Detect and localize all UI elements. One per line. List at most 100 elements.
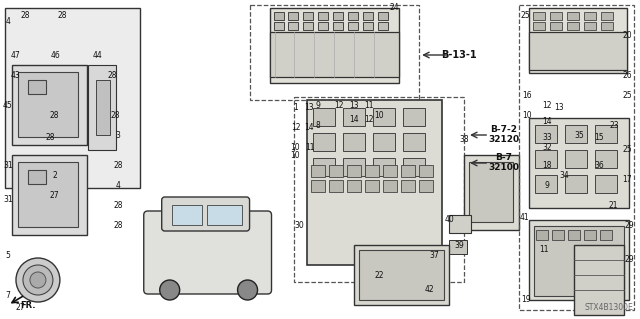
Text: 19: 19 <box>521 295 531 305</box>
FancyBboxPatch shape <box>96 80 110 135</box>
FancyBboxPatch shape <box>401 180 415 192</box>
FancyBboxPatch shape <box>373 108 396 126</box>
Text: 28: 28 <box>45 133 54 143</box>
FancyBboxPatch shape <box>312 180 325 192</box>
FancyBboxPatch shape <box>348 12 358 20</box>
Text: 31: 31 <box>3 160 13 169</box>
FancyBboxPatch shape <box>529 8 627 73</box>
Text: 28: 28 <box>20 11 29 19</box>
Text: 25: 25 <box>520 11 530 19</box>
FancyBboxPatch shape <box>584 12 596 20</box>
Text: 21: 21 <box>608 201 618 210</box>
Text: 13: 13 <box>554 103 564 113</box>
FancyBboxPatch shape <box>344 133 365 151</box>
FancyBboxPatch shape <box>5 8 140 188</box>
Text: 10: 10 <box>291 151 300 160</box>
FancyBboxPatch shape <box>600 230 612 240</box>
Text: 29: 29 <box>624 256 634 264</box>
FancyBboxPatch shape <box>273 22 284 30</box>
FancyBboxPatch shape <box>419 180 433 192</box>
FancyBboxPatch shape <box>378 12 388 20</box>
FancyBboxPatch shape <box>464 155 519 230</box>
Circle shape <box>16 258 60 302</box>
FancyBboxPatch shape <box>565 125 587 143</box>
FancyBboxPatch shape <box>601 22 613 30</box>
Text: 14: 14 <box>305 122 314 131</box>
Text: 8: 8 <box>315 121 320 130</box>
FancyBboxPatch shape <box>18 72 78 137</box>
Text: 10: 10 <box>374 110 384 120</box>
FancyBboxPatch shape <box>333 12 344 20</box>
Text: 42: 42 <box>424 286 434 294</box>
FancyBboxPatch shape <box>28 80 46 94</box>
FancyBboxPatch shape <box>364 22 373 30</box>
FancyBboxPatch shape <box>365 165 380 177</box>
FancyBboxPatch shape <box>535 175 557 193</box>
Text: 23: 23 <box>609 121 619 130</box>
Text: 28: 28 <box>49 110 59 120</box>
FancyBboxPatch shape <box>269 8 399 83</box>
FancyBboxPatch shape <box>469 162 513 222</box>
Text: 37: 37 <box>429 250 439 259</box>
Text: 25: 25 <box>622 91 632 100</box>
FancyBboxPatch shape <box>314 158 335 176</box>
FancyBboxPatch shape <box>162 197 250 231</box>
FancyBboxPatch shape <box>303 22 314 30</box>
FancyBboxPatch shape <box>269 32 399 77</box>
FancyBboxPatch shape <box>403 158 425 176</box>
Text: 35: 35 <box>574 130 584 139</box>
Text: 32120: 32120 <box>488 136 520 145</box>
Text: 28: 28 <box>113 201 122 210</box>
FancyBboxPatch shape <box>567 22 579 30</box>
Text: 27: 27 <box>15 302 25 311</box>
FancyBboxPatch shape <box>383 180 397 192</box>
Text: B-7-2: B-7-2 <box>491 125 518 135</box>
FancyBboxPatch shape <box>289 12 298 20</box>
FancyBboxPatch shape <box>303 12 314 20</box>
Text: 28: 28 <box>57 11 67 19</box>
FancyBboxPatch shape <box>348 165 362 177</box>
FancyBboxPatch shape <box>565 175 587 193</box>
FancyBboxPatch shape <box>595 175 617 193</box>
FancyBboxPatch shape <box>330 180 344 192</box>
Text: 11: 11 <box>365 100 374 109</box>
FancyBboxPatch shape <box>568 230 580 240</box>
FancyBboxPatch shape <box>383 165 397 177</box>
Text: 15: 15 <box>594 133 604 143</box>
Text: 5: 5 <box>6 250 10 259</box>
FancyBboxPatch shape <box>18 162 78 227</box>
Text: 20: 20 <box>622 31 632 40</box>
Text: 17: 17 <box>622 175 632 184</box>
FancyBboxPatch shape <box>529 32 627 70</box>
Text: 32: 32 <box>542 144 552 152</box>
FancyBboxPatch shape <box>307 100 442 265</box>
Text: B-13-1: B-13-1 <box>442 50 477 60</box>
Text: 14: 14 <box>349 115 359 124</box>
Text: 4: 4 <box>6 18 10 26</box>
Text: 12: 12 <box>335 100 344 109</box>
FancyBboxPatch shape <box>273 12 284 20</box>
FancyBboxPatch shape <box>88 65 116 150</box>
Text: 11: 11 <box>305 143 314 152</box>
FancyBboxPatch shape <box>567 12 579 20</box>
FancyBboxPatch shape <box>333 22 344 30</box>
Text: 39: 39 <box>454 241 464 249</box>
FancyBboxPatch shape <box>403 108 425 126</box>
FancyBboxPatch shape <box>449 240 467 254</box>
Text: 10: 10 <box>291 143 300 152</box>
Text: 28: 28 <box>110 110 120 120</box>
Text: STX4B1300E: STX4B1300E <box>584 303 634 313</box>
FancyBboxPatch shape <box>552 230 564 240</box>
FancyBboxPatch shape <box>535 150 557 168</box>
FancyBboxPatch shape <box>364 12 373 20</box>
Text: 12: 12 <box>542 100 552 109</box>
FancyBboxPatch shape <box>449 215 471 233</box>
Text: 44: 44 <box>93 50 102 60</box>
FancyBboxPatch shape <box>365 180 380 192</box>
FancyBboxPatch shape <box>601 12 613 20</box>
Text: 38: 38 <box>460 136 469 145</box>
FancyBboxPatch shape <box>419 165 433 177</box>
FancyBboxPatch shape <box>565 150 587 168</box>
Text: 40: 40 <box>444 216 454 225</box>
Text: 3: 3 <box>115 130 120 139</box>
